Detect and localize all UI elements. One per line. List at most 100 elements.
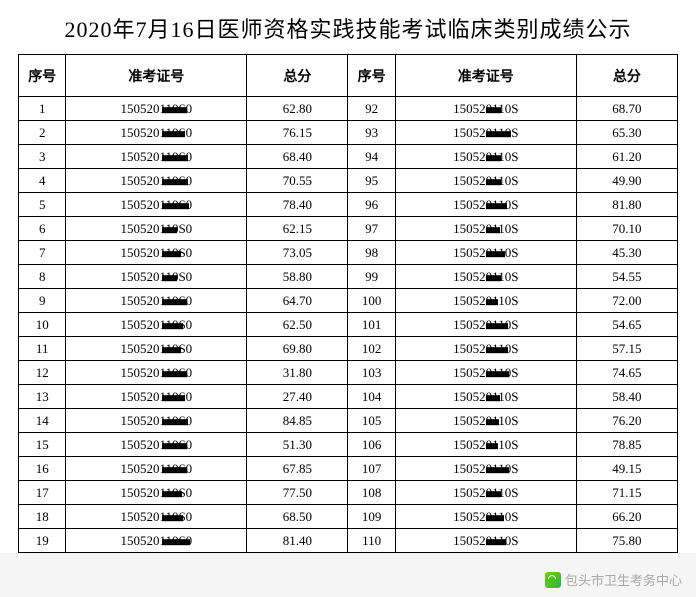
score-cell: 58.80: [247, 265, 348, 289]
redaction-mark: [162, 515, 183, 521]
redaction-mark: [162, 251, 181, 257]
redaction-mark: [162, 107, 187, 113]
redaction-mark: [162, 299, 187, 305]
score-cell: 72.00: [576, 289, 677, 313]
seq-cell: 106: [348, 433, 395, 457]
seq-cell: 110: [348, 529, 395, 553]
table-row: 7150520110S073.0598150520110S45.30: [19, 241, 678, 265]
table-row: 19150520110S081.40110150520110S75.80: [19, 529, 678, 553]
seq-cell: 11: [19, 337, 66, 361]
redaction-mark: [162, 443, 186, 449]
id-cell: 150520110S0: [66, 361, 247, 385]
seq-cell: 102: [348, 337, 395, 361]
score-cell: 61.20: [576, 145, 677, 169]
score-cell: 65.30: [576, 121, 677, 145]
score-cell: 68.70: [576, 97, 677, 121]
id-cell: 150520110S: [395, 505, 576, 529]
seq-cell: 14: [19, 409, 66, 433]
table-row: 3150520110S068.4094150520110S61.20: [19, 145, 678, 169]
score-cell: 62.50: [247, 313, 348, 337]
redaction-mark: [162, 131, 184, 137]
id-cell: 150520110S: [395, 289, 576, 313]
score-cell: 77.50: [247, 481, 348, 505]
table-row: 5150520110S078.4096150520110S81.80: [19, 193, 678, 217]
score-cell: 66.20: [576, 505, 677, 529]
header-score: 总分: [576, 55, 677, 97]
score-cell: 62.80: [247, 97, 348, 121]
seq-cell: 95: [348, 169, 395, 193]
header-id: 准考证号: [395, 55, 576, 97]
seq-cell: 15: [19, 433, 66, 457]
id-value: 150520110S0: [120, 245, 192, 261]
seq-cell: 5: [19, 193, 66, 217]
score-cell: 54.55: [576, 265, 677, 289]
score-cell: 31.80: [247, 361, 348, 385]
id-value: 150520110S0: [120, 269, 192, 285]
table-row: 1150520110S062.8092150520110S68.70: [19, 97, 678, 121]
seq-cell: 94: [348, 145, 395, 169]
table-row: 12150520110S031.80103150520110S74.65: [19, 361, 678, 385]
table-row: 18150520110S068.50109150520110S66.20: [19, 505, 678, 529]
redaction-mark: [486, 131, 511, 137]
id-cell: 150520110S: [395, 409, 576, 433]
score-cell: 68.50: [247, 505, 348, 529]
score-cell: 81.40: [247, 529, 348, 553]
id-cell: 150520110S0: [66, 385, 247, 409]
id-cell: 150520110S0: [66, 337, 247, 361]
seq-cell: 8: [19, 265, 66, 289]
redaction-mark: [162, 275, 176, 281]
redaction-mark: [486, 347, 508, 353]
seq-cell: 105: [348, 409, 395, 433]
id-cell: 150520110S0: [66, 529, 247, 553]
id-cell: 150520110S: [395, 265, 576, 289]
score-cell: 69.80: [247, 337, 348, 361]
seq-cell: 18: [19, 505, 66, 529]
id-cell: 150520110S0: [66, 241, 247, 265]
redaction-mark: [486, 371, 509, 377]
seq-cell: 98: [348, 241, 395, 265]
header-seq: 序号: [19, 55, 66, 97]
id-cell: 150520110S0: [66, 433, 247, 457]
watermark-text: 包头市卫生考务中心: [565, 570, 682, 589]
score-cell: 76.20: [576, 409, 677, 433]
redaction-mark: [486, 203, 507, 209]
seq-cell: 93: [348, 121, 395, 145]
table-row: 14150520110S084.85105150520110S76.20: [19, 409, 678, 433]
id-cell: 150520110S: [395, 433, 576, 457]
redaction-mark: [486, 155, 501, 161]
redaction-mark: [486, 467, 509, 473]
id-cell: 150520110S: [395, 313, 576, 337]
score-cell: 57.15: [576, 337, 677, 361]
redaction-mark: [162, 467, 186, 473]
id-cell: 150520110S: [395, 361, 576, 385]
redaction-mark: [162, 539, 190, 545]
redaction-mark: [486, 179, 502, 185]
id-cell: 150520110S0: [66, 289, 247, 313]
table-row: 8150520110S058.8099150520110S54.55: [19, 265, 678, 289]
score-cell: 62.15: [247, 217, 348, 241]
id-cell: 150520110S: [395, 241, 576, 265]
id-cell: 150520110S: [395, 145, 576, 169]
id-cell: 150520110S: [395, 169, 576, 193]
table-row: 11150520110S069.80102150520110S57.15: [19, 337, 678, 361]
score-cell: 51.30: [247, 433, 348, 457]
wechat-icon: [545, 572, 561, 588]
seq-cell: 103: [348, 361, 395, 385]
id-cell: 150520110S: [395, 529, 576, 553]
score-cell: 81.80: [576, 193, 677, 217]
seq-cell: 7: [19, 241, 66, 265]
redaction-mark: [486, 299, 498, 305]
header-seq: 序号: [348, 55, 395, 97]
score-cell: 49.90: [576, 169, 677, 193]
score-cell: 27.40: [247, 385, 348, 409]
redaction-mark: [486, 395, 501, 401]
watermark: 包头市卫生考务中心: [545, 570, 682, 589]
score-cell: 70.10: [576, 217, 677, 241]
table-header-row: 序号 准考证号 总分 序号 准考证号 总分: [19, 55, 678, 97]
seq-cell: 17: [19, 481, 66, 505]
table-row: 2150520110S076.1593150520110S65.30: [19, 121, 678, 145]
seq-cell: 2: [19, 121, 66, 145]
seq-cell: 3: [19, 145, 66, 169]
id-cell: 150520110S0: [66, 145, 247, 169]
id-cell: 150520110S0: [66, 505, 247, 529]
